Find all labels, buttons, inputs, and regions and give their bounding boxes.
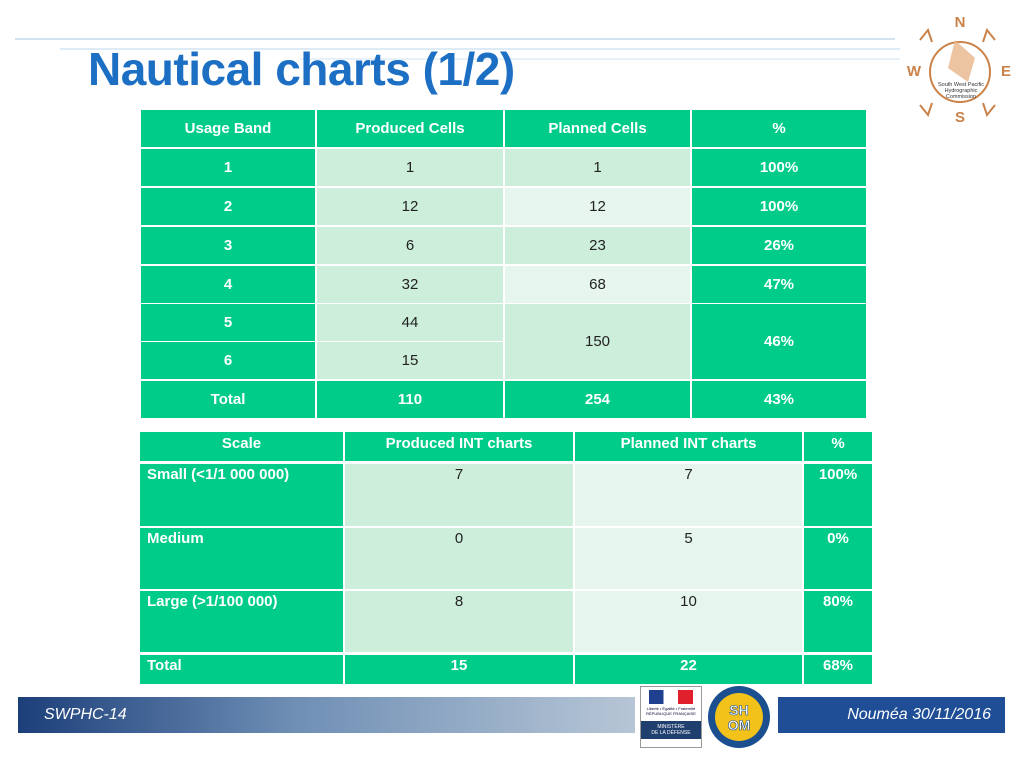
shom-text: OM	[728, 717, 751, 733]
logo-s: S	[955, 109, 965, 125]
decor-line	[60, 48, 900, 50]
header-cell: %	[692, 110, 866, 147]
table-cell: 1	[141, 149, 315, 186]
header-cell: Produced Cells	[317, 110, 503, 147]
slide-title: Nautical charts (1/2)	[88, 43, 515, 95]
logo-e: E	[1001, 63, 1011, 80]
table-cell: 26%	[692, 227, 866, 264]
total-cell: 68%	[804, 655, 872, 684]
total-cell: Total	[140, 655, 343, 684]
decor-line	[300, 58, 900, 60]
table-cell: Medium	[140, 528, 343, 589]
table-cell: Small (<1/1 000 000)	[140, 464, 343, 526]
flag	[649, 690, 693, 704]
table-cell: 15	[317, 342, 503, 379]
table-cell: 44	[317, 304, 503, 341]
commission-logo: N W E S South West Pacific Hydrographic …	[907, 14, 1011, 125]
table-cell: 68	[505, 266, 690, 303]
table-cell: 6	[141, 342, 315, 379]
table-cell: 100%	[804, 464, 872, 526]
table-cell: 6	[317, 227, 503, 264]
table-cell: 7	[345, 464, 573, 526]
total-cell: 110	[317, 381, 503, 418]
table-cell: 7	[575, 464, 802, 526]
table-cell: 3	[141, 227, 315, 264]
header-cell: Planned INT charts	[575, 432, 802, 461]
table-cell: 1	[317, 149, 503, 186]
total-cell: 15	[345, 655, 573, 684]
logo-w: W	[907, 63, 922, 80]
table-cell: 2	[141, 188, 315, 225]
ministry-logo: Liberté • Égalité • Fraternité RÉPUBLIQU…	[640, 686, 702, 748]
ministry-republic: RÉPUBLIQUE FRANÇAISE	[646, 711, 696, 716]
footer-right: Nouméa 30/11/2016	[847, 706, 991, 723]
header-cell: Usage Band	[141, 110, 315, 147]
ministry-name: DE LA DÉFENSE	[651, 730, 691, 736]
ministry-name: MINISTÈRE	[657, 724, 685, 730]
footer-bar: Nouméa 30/11/2016	[778, 697, 1005, 733]
table-cell: 1	[505, 149, 690, 186]
header-cell: Produced INT charts	[345, 432, 573, 461]
ministry-motto: Liberté • Égalité • Fraternité	[646, 706, 696, 711]
table-cell: 100%	[692, 149, 866, 186]
table-cell: 80%	[804, 591, 872, 652]
table-cell: 100%	[692, 188, 866, 225]
shom-logo: SH OM	[708, 686, 770, 748]
table-cell: 12	[317, 188, 503, 225]
table-cell: 0	[345, 528, 573, 589]
logo-n: N	[955, 14, 966, 31]
footer-left: SWPHC-14	[44, 706, 127, 723]
table-cell: 8	[345, 591, 573, 652]
shom-text: SH	[729, 702, 748, 718]
table-cell: 10	[575, 591, 802, 652]
footer-bar: SWPHC-14	[18, 697, 635, 733]
table-cell: Large (>1/100 000)	[140, 591, 343, 652]
total-cell: 43%	[692, 381, 866, 418]
header-cell: Planned Cells	[505, 110, 690, 147]
table-cell: 5	[575, 528, 802, 589]
table-cell: 12	[505, 188, 690, 225]
table-cell: 23	[505, 227, 690, 264]
table-cell: 47%	[692, 266, 866, 303]
table-cell: 4	[141, 266, 315, 303]
decor-line	[15, 38, 895, 40]
table-cell: 5	[141, 304, 315, 341]
total-cell: 22	[575, 655, 802, 684]
table-cell: 32	[317, 266, 503, 303]
total-cell: 254	[505, 381, 690, 418]
table-cell: 0%	[804, 528, 872, 589]
logo-name: South West Pacific Hydrographic Commissi…	[937, 82, 985, 100]
header-cell: Scale	[140, 432, 343, 461]
total-cell: Total	[141, 381, 315, 418]
table-cell: 46%	[692, 304, 866, 379]
header-cell: %	[804, 432, 872, 461]
table-cell: 150	[505, 304, 690, 379]
